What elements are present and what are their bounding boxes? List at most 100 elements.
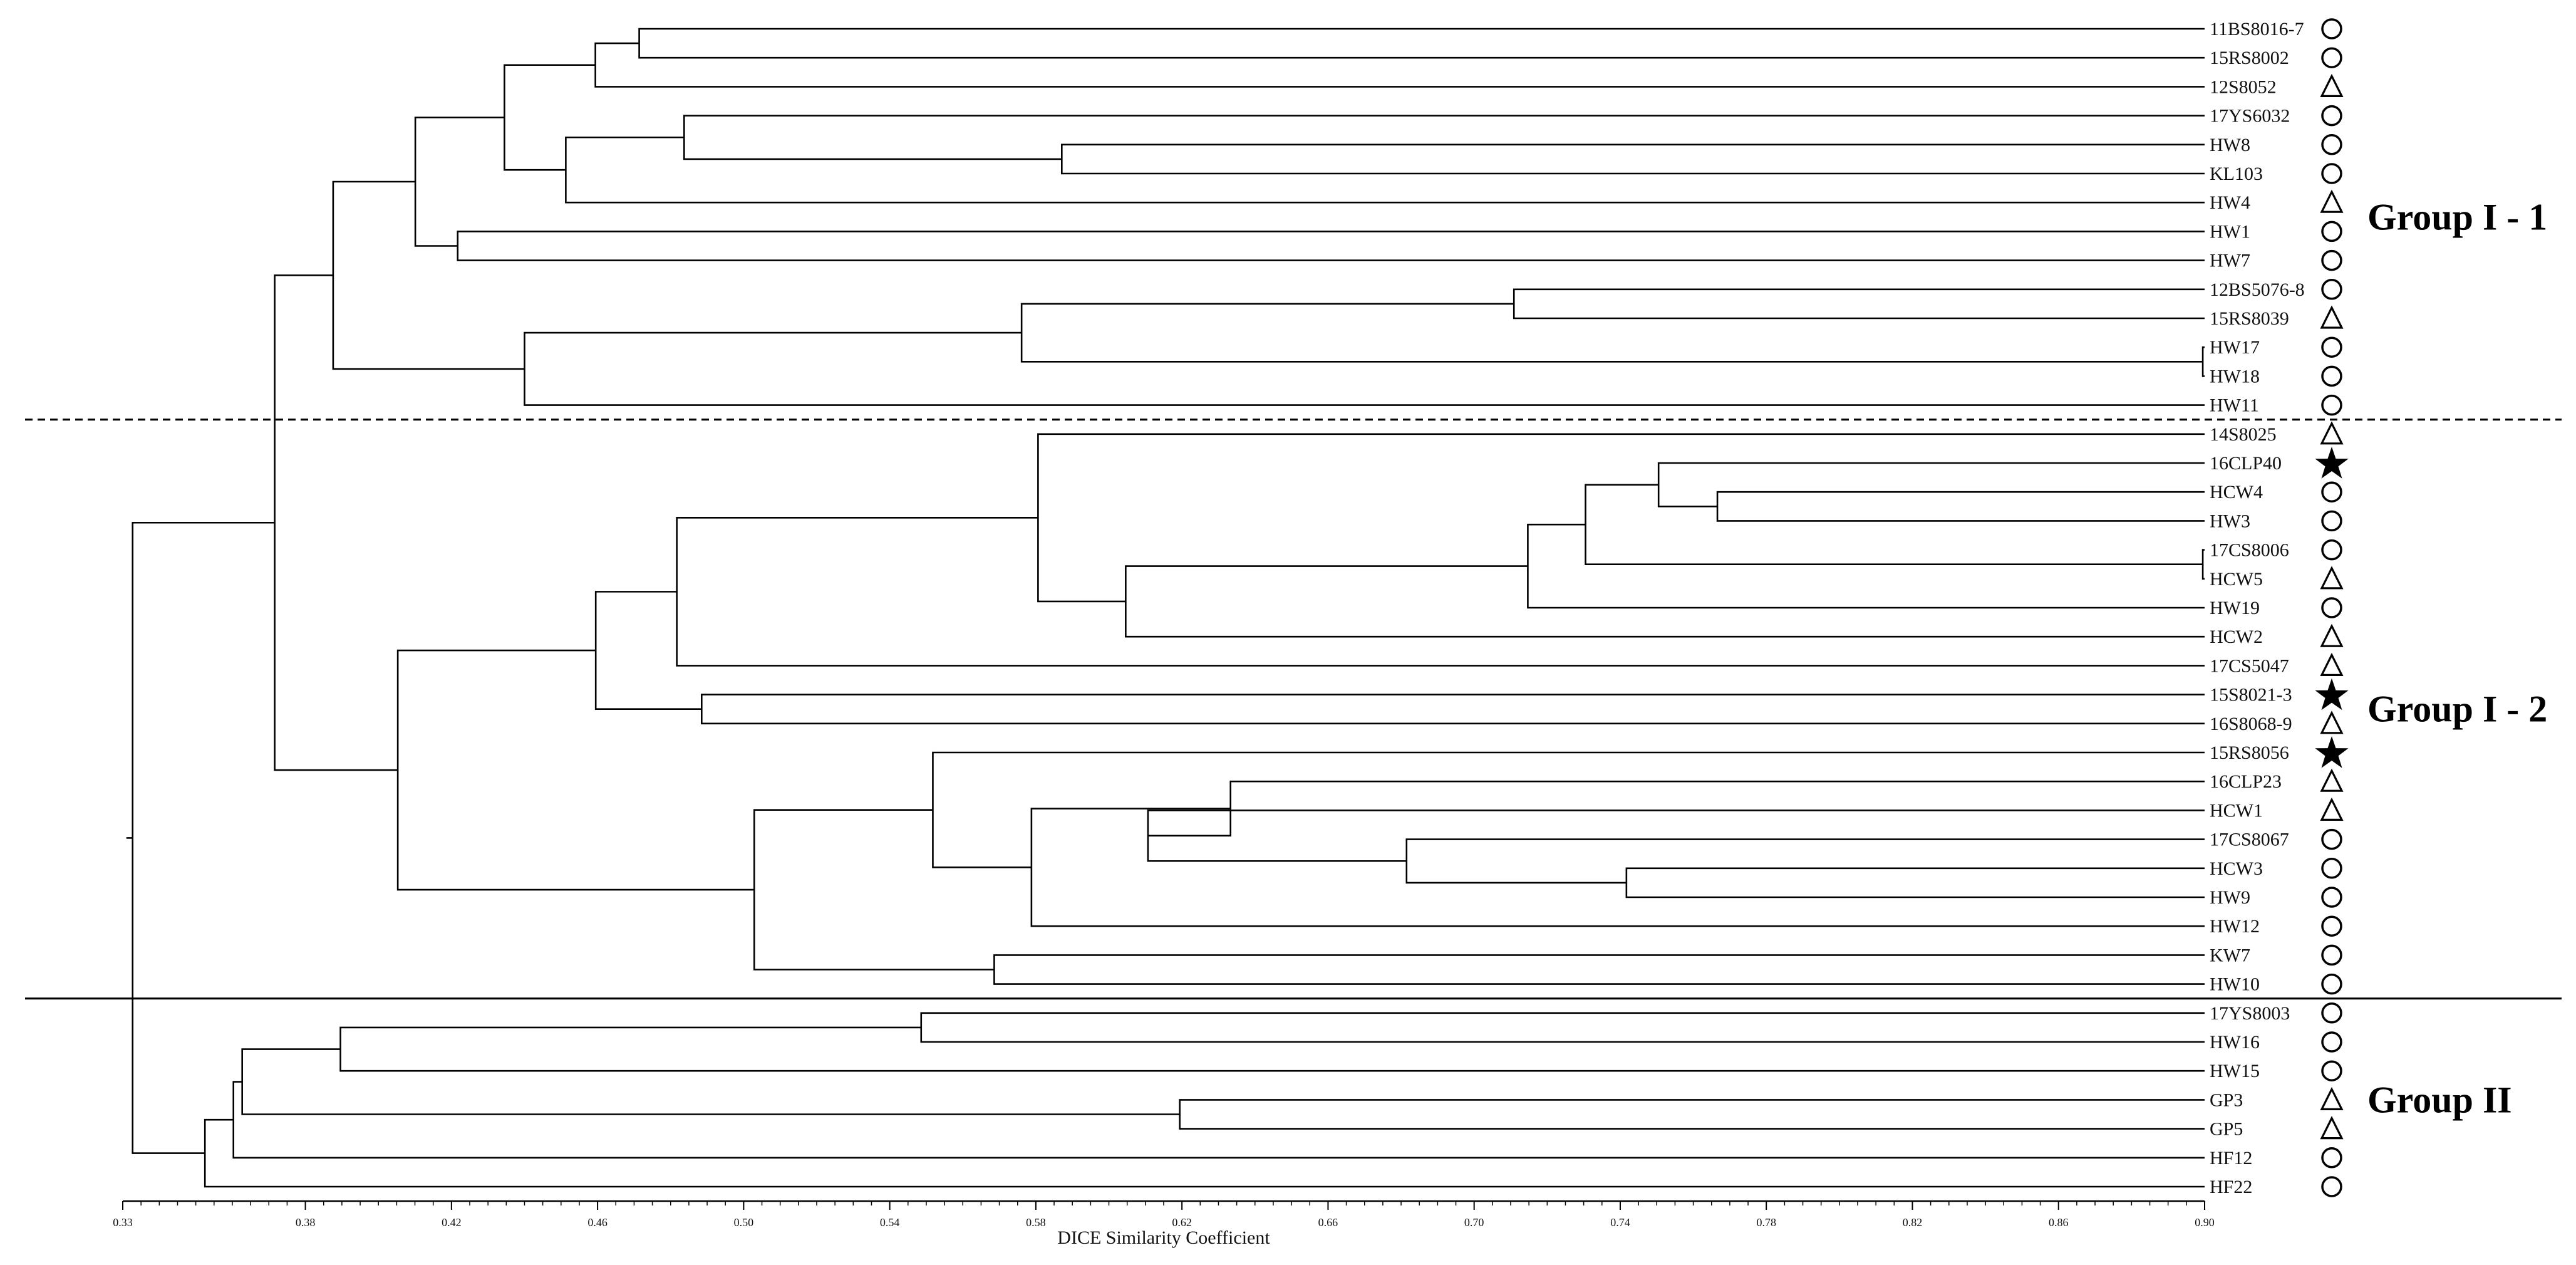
branch-merge-15	[2201, 549, 2205, 580]
circle-marker-icon	[2321, 1002, 2342, 1024]
branch-merge-32	[274, 274, 398, 771]
circle-marker-icon	[2321, 481, 2342, 502]
circle-marker-icon	[2321, 828, 2342, 850]
circle-marker-icon	[2321, 915, 2342, 937]
x-tick-label: 0.82	[1903, 1216, 1923, 1229]
branch-merge-23	[1625, 867, 2205, 898]
circle-marker-icon	[2321, 539, 2342, 561]
triangle-marker-icon	[2320, 768, 2344, 792]
circle-marker-icon	[2321, 858, 2342, 879]
circle-marker-icon	[2321, 1176, 2342, 1197]
group-separators	[25, 419, 2562, 1000]
x-tick-label: 0.90	[2195, 1216, 2215, 1229]
x-tick-label: 0.74	[1610, 1216, 1630, 1229]
leaf-label: HW17	[2210, 337, 2260, 358]
branch-merge-30	[753, 809, 995, 971]
x-tick-label: 0.78	[1756, 1216, 1776, 1229]
x-tick-label: 0.33	[113, 1216, 133, 1229]
group-label: Group I - 1	[2367, 196, 2547, 237]
leaf-label: 15RS8056	[2210, 742, 2289, 763]
x-tick-label: 0.38	[296, 1216, 316, 1229]
branch-merge-7	[414, 117, 505, 247]
leaf-label: HCW5	[2210, 569, 2263, 590]
leaf-label: HW9	[2210, 887, 2250, 908]
branch-merge-2	[1061, 143, 2205, 175]
leaf-markers	[2315, 18, 2349, 1197]
branch-merge-14	[1657, 462, 2205, 508]
leaf-label: 15RS8039	[2210, 308, 2289, 329]
branch-merge-22	[594, 591, 702, 710]
star-marker-icon	[2315, 678, 2349, 711]
triangle-marker-icon	[2320, 623, 2344, 647]
leaf-label: 15RS8002	[2210, 48, 2289, 68]
leaf-label: GP5	[2210, 1119, 2243, 1140]
branch-merge-5	[504, 64, 596, 171]
leaf-label: GP3	[2210, 1090, 2243, 1110]
x-tick-label: 0.46	[587, 1216, 608, 1229]
leaf-label: 17CS8067	[2210, 830, 2289, 850]
leaf-label: KL103	[2210, 164, 2263, 184]
leaf-label: 16S8068-9	[2210, 714, 2292, 734]
leaf-label: 17YS6032	[2210, 106, 2290, 127]
circle-marker-icon	[2321, 163, 2342, 184]
branch-merge-17	[1527, 523, 2205, 609]
circle-marker-icon	[2321, 134, 2342, 155]
circle-marker-icon	[2321, 394, 2342, 416]
leaf-label: HW10	[2210, 974, 2260, 995]
leaf-label: HW1	[2210, 221, 2250, 242]
circle-marker-icon	[2321, 1060, 2342, 1081]
triangle-marker-icon	[2320, 711, 2344, 734]
x-axis: DICE Similarity Coefficient 0.33 0.38 0.42…	[113, 1200, 2215, 1248]
triangle-marker-icon	[2320, 566, 2344, 590]
star-marker-icon	[2315, 736, 2349, 768]
leaf-label: 16CLP40	[2210, 453, 2282, 474]
circle-marker-icon	[2321, 18, 2342, 39]
leaf-label: HW15	[2210, 1061, 2260, 1081]
branch-merge-29	[993, 954, 2205, 985]
branch-merge-9	[2201, 346, 2205, 377]
branch-merge-4	[565, 136, 2205, 204]
triangle-marker-icon	[2320, 421, 2344, 445]
x-tick-label: 0.58	[1026, 1216, 1046, 1229]
leaf-label: 17CS8006	[2210, 540, 2289, 561]
triangle-marker-icon	[2320, 652, 2344, 677]
circle-marker-icon	[2321, 973, 2342, 995]
branch-merge-38	[204, 1118, 2205, 1188]
x-tick-label: 0.54	[880, 1216, 900, 1229]
circle-marker-icon	[2321, 887, 2342, 908]
leaf-label: HW8	[2210, 135, 2250, 155]
branch-merge-11	[524, 331, 2205, 406]
leaf-label: HCW2	[2210, 627, 2263, 647]
x-tick-label: 0.50	[734, 1216, 754, 1229]
circle-marker-icon	[2321, 249, 2342, 271]
branch-merge-31	[396, 649, 755, 891]
branch-merge-37	[232, 1081, 2205, 1159]
leaf-label: HW7	[2210, 251, 2250, 271]
branch-merge-8	[1513, 288, 2205, 320]
group-label: Group II	[2367, 1079, 2512, 1120]
circle-marker-icon	[2321, 365, 2342, 387]
branch-merge-34	[339, 1026, 2205, 1072]
circle-marker-icon	[2321, 1147, 2342, 1169]
branch-merge-33	[920, 1012, 2205, 1043]
leaf-label: HW3	[2210, 511, 2250, 531]
branch-merge-39	[132, 521, 275, 1154]
branch-merge-19	[1037, 433, 2205, 603]
circle-marker-icon	[2321, 944, 2342, 966]
triangle-marker-icon	[2320, 73, 2344, 97]
leaf-label: 17CS5047	[2210, 655, 2289, 676]
x-tick-label: 0.66	[1318, 1216, 1338, 1229]
circle-marker-icon	[2321, 336, 2342, 358]
x-tick-label: 0.86	[2049, 1216, 2069, 1229]
leaf-label: HW16	[2210, 1032, 2260, 1053]
leaf-label: HW12	[2210, 916, 2260, 937]
branch-merge-12	[332, 180, 525, 370]
branch-merge-20	[676, 517, 2205, 667]
x-tick-label: 0.42	[442, 1216, 462, 1229]
leaf-label: HW4	[2210, 192, 2250, 213]
leaf-label: HF12	[2210, 1148, 2252, 1169]
leaf-label: HW19	[2210, 598, 2260, 618]
circle-marker-icon	[2321, 279, 2342, 300]
branch-merge-18	[1125, 565, 2205, 638]
